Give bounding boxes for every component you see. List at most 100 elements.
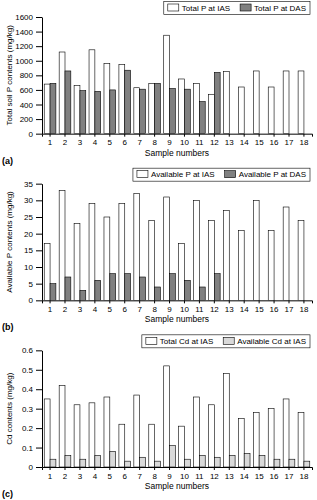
x-tick-label: 18	[299, 138, 308, 147]
bar	[298, 71, 304, 134]
panel-label: (b)	[2, 322, 14, 332]
x-tick-mark	[214, 467, 215, 470]
y-tick-mark	[36, 448, 42, 449]
bar	[199, 455, 205, 467]
bar	[179, 79, 185, 134]
x-tick: 18	[299, 300, 308, 314]
bar	[89, 204, 95, 301]
x-tick-label: 1	[48, 138, 53, 147]
y-tick-mark	[36, 300, 42, 301]
y-tick-mark	[36, 61, 42, 62]
bar	[80, 91, 86, 134]
x-tick: 4	[93, 467, 98, 481]
x-tick-label: 1	[48, 305, 53, 314]
y-tick-label: 200	[20, 115, 34, 124]
y-tick-label: 1000	[15, 57, 33, 66]
bar	[65, 277, 71, 300]
y-tick: 0.2	[22, 424, 42, 433]
x-tick: 5	[108, 134, 113, 148]
y-tick-mark	[36, 409, 42, 410]
x-tick-mark	[274, 134, 275, 137]
x-tick: 17	[285, 467, 294, 481]
x-tick-mark	[154, 467, 155, 470]
x-tick-mark	[64, 467, 65, 470]
y-tick: 20	[24, 230, 42, 239]
x-tick-mark	[124, 467, 125, 470]
bar	[95, 91, 101, 133]
x-tick-label: 6	[123, 472, 128, 481]
x-tick-mark	[229, 134, 230, 137]
x-tick: 15	[255, 467, 264, 481]
bar	[229, 455, 235, 467]
x-tick: 7	[137, 300, 142, 314]
x-tick: 11	[195, 467, 204, 481]
x-axis: 123456789101112131415161718	[43, 300, 313, 314]
x-tick-label: 2	[63, 305, 68, 314]
x-tick: 14	[240, 467, 249, 481]
x-tick-label: 6	[123, 138, 128, 147]
x-tick-label: 10	[180, 305, 189, 314]
bar	[194, 83, 200, 133]
legend-swatch	[240, 4, 251, 11]
x-tick-label: 3	[78, 305, 83, 314]
bar	[119, 424, 125, 467]
legend-swatch	[168, 4, 179, 11]
bar	[65, 71, 71, 134]
legend-box	[164, 2, 310, 15]
y-tick: 800	[20, 71, 42, 80]
x-tick: 12	[210, 467, 219, 481]
bar	[125, 461, 131, 467]
bar	[289, 459, 295, 467]
bar	[119, 204, 125, 301]
y-tick-mark	[36, 250, 42, 251]
x-tick-label: 13	[225, 472, 234, 481]
bar	[298, 220, 304, 300]
bar	[155, 287, 161, 300]
x-tick-mark	[199, 134, 200, 137]
bar	[89, 403, 95, 467]
bar	[149, 220, 155, 300]
bar	[104, 64, 110, 134]
y-tick: 0.3	[22, 405, 42, 414]
x-tick: 16	[270, 467, 279, 481]
x-tick: 1	[48, 467, 53, 481]
bar	[95, 455, 101, 467]
y-tick: 0.1	[22, 444, 42, 453]
bar	[110, 274, 116, 301]
x-tick-label: 2	[63, 472, 68, 481]
y-axis: 02004006008001000120014001600	[15, 13, 42, 139]
x-tick-label: 8	[152, 138, 157, 147]
y-tick-mark	[36, 134, 42, 135]
y-tick: 5	[29, 280, 42, 289]
panel: 0510152025303512345678910111213141516171…	[2, 168, 313, 332]
y-tick-mark	[36, 200, 42, 201]
legend-box	[133, 168, 310, 181]
bar	[184, 89, 190, 133]
y-tick-label: 30	[24, 196, 33, 205]
x-tick-label: 13	[225, 138, 234, 147]
x-tick-mark	[244, 300, 245, 303]
x-tick-mark	[79, 300, 80, 303]
x-tick-label: 11	[195, 138, 204, 147]
y-axis-title: Cd contents (mg/kg)	[5, 372, 14, 444]
bar	[149, 424, 155, 467]
legend-label: Total P at DAS	[254, 4, 306, 13]
x-tick: 12	[210, 134, 219, 148]
bar	[134, 194, 140, 301]
bar	[125, 274, 131, 301]
bar	[283, 399, 289, 467]
bar	[209, 220, 215, 300]
x-tick-label: 3	[78, 472, 83, 481]
panel: 00.10.20.30.40.50.6123456789101112131415…	[2, 335, 313, 499]
x-tick-mark	[79, 134, 80, 137]
x-tick: 4	[93, 300, 98, 314]
x-tick-label: 7	[137, 138, 142, 147]
x-tick: 6	[123, 300, 128, 314]
x-axis: 123456789101112131415161718	[43, 467, 313, 481]
x-tick-label: 13	[225, 305, 234, 314]
y-tick-label: 600	[20, 86, 34, 95]
x-tick-label: 12	[210, 305, 219, 314]
legend: Total Cd at IASAvailable Cd at IAS	[142, 335, 310, 348]
y-tick-label: 0.4	[22, 385, 34, 394]
y-tick-label: 25	[24, 213, 33, 222]
